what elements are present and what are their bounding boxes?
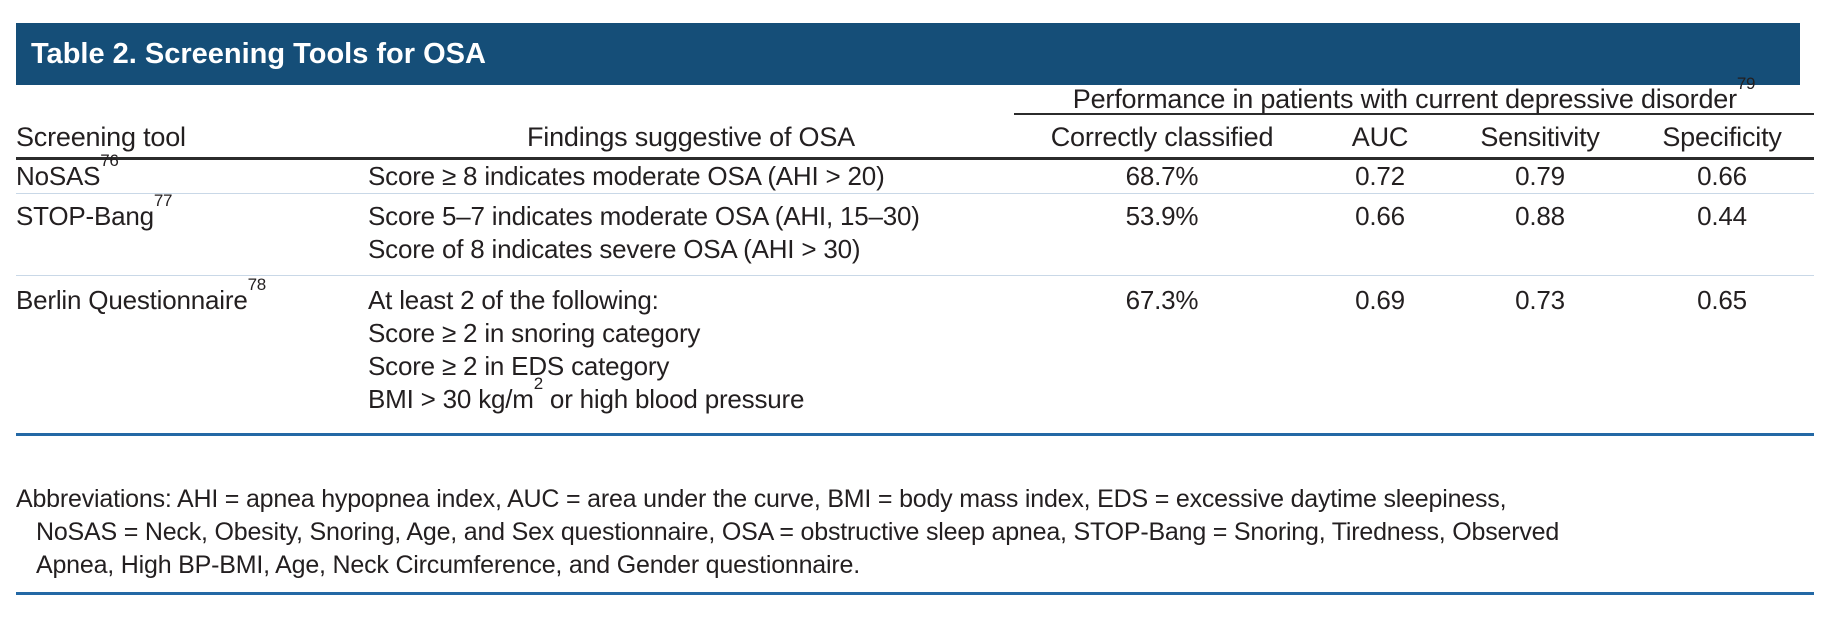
footnote-line: Abbreviations: AHI = apnea hypopnea inde… [16,485,1507,513]
column-header-row: Screening tool Findings suggestive of OS… [16,114,1814,160]
footnote-line: Apnea, High BP-BMI, Age, Neck Circumfere… [36,551,860,579]
screening-tool-cell: STOP-Bang77 [16,191,368,276]
span-header-row: Performance in patients with current dep… [16,75,1814,115]
correctly-classified-value: 53.9% [1014,193,1310,276]
screening-tool-cell: Berlin Questionnaire78 [16,275,368,436]
table-head: Performance in patients with current dep… [16,75,1814,160]
table-body: NoSAS76 Score ≥ 8 indicates moderate OSA… [16,152,1814,436]
abbreviations-footnote: Abbreviations: AHI = apnea hypopnea inde… [16,471,1814,595]
performance-span-label: Performance in patients with current dep… [1072,84,1737,114]
table-row: STOP-Bang77 Score 5–7 indicates moderate… [16,191,1814,276]
findings-cell: At least 2 of the following: Score ≥ 2 in… [368,275,1014,436]
auc-value: 0.72 [1355,161,1405,191]
findings-cell: Score 5–7 indicates moderate OSA (AHI, 1… [368,193,1014,276]
tool-reference-superscript: 78 [247,275,267,295]
column-header-correctly-classified: Correctly classified [1014,114,1310,160]
table-row: Berlin Questionnaire78 At least 2 of the… [16,275,1814,436]
tool-name: Berlin Questionnaire [16,285,248,315]
column-header-auc: AUC [1310,114,1450,160]
table-row: NoSAS76 Score ≥ 8 indicates moderate OSA… [16,152,1814,194]
specificity-value: 0.66 [1697,161,1747,191]
tool-reference-superscript: 77 [153,191,173,211]
column-header-sensitivity: Sensitivity [1450,114,1630,160]
finding-line: At least 2 of the following: [368,285,659,315]
column-header-findings: Findings suggestive of OSA [368,114,1014,160]
unit-superscript: 2 [533,374,543,394]
performance-span-header: Performance in patients with current dep… [1014,75,1814,115]
specificity-value: 0.65 [1630,275,1814,436]
specificity-value: 0.44 [1630,193,1814,276]
finding-line: Score ≥ 2 in EDS category [368,351,670,381]
column-header-screening-tool: Screening tool [16,114,368,160]
tool-name: NoSAS [16,161,101,191]
screening-tool-cell: NoSAS76 [16,152,368,194]
reference-superscript: 79 [1736,74,1756,93]
table-title-bar: Table 2. Screening Tools for OSA [16,23,1800,85]
finding-line: Score ≥ 2 in snoring category [368,318,701,348]
tool-name: STOP-Bang [16,201,154,231]
auc-value: 0.69 [1310,275,1450,436]
correctly-classified-value: 68.7% [1125,161,1199,191]
finding-line: Score of 8 indicates severe OSA (AHI > 3… [368,234,861,264]
footnote-line: NoSAS = Neck, Obesity, Snoring, Age, and… [36,518,1560,546]
tool-reference-superscript: 76 [100,151,119,171]
finding-line: Score 5–7 indicates moderate OSA (AHI, 1… [368,201,920,231]
sensitivity-value: 0.73 [1450,275,1630,436]
finding-line: Score ≥ 8 indicates moderate OSA (AHI > … [368,161,885,191]
sensitivity-value: 0.88 [1450,193,1630,276]
sensitivity-value: 0.79 [1515,161,1565,191]
column-header-specificity: Specificity [1630,114,1814,160]
span-header-spacer [16,85,1014,114]
correctly-classified-value: 67.3% [1014,275,1310,436]
finding-line: BMI > 30 kg/m2 or high blood pressure [368,374,805,414]
findings-cell: Score ≥ 8 indicates moderate OSA (AHI > … [368,159,1014,194]
auc-value: 0.66 [1310,193,1450,276]
screening-tools-table: Performance in patients with current dep… [16,75,1814,436]
